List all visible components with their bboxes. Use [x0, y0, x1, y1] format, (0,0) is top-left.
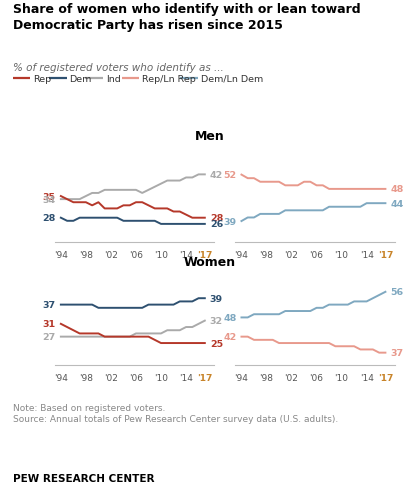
Text: % of registered voters who identify as ...: % of registered voters who identify as .…	[13, 63, 223, 73]
Text: 39: 39	[223, 217, 236, 226]
Text: 37: 37	[391, 349, 404, 357]
Text: Women: Women	[184, 255, 236, 268]
Text: Ind: Ind	[106, 75, 121, 84]
Text: 35: 35	[43, 192, 56, 201]
Text: 48: 48	[223, 313, 236, 322]
Text: PEW RESEARCH CENTER: PEW RESEARCH CENTER	[13, 473, 154, 483]
Text: 39: 39	[210, 294, 223, 303]
Text: 56: 56	[391, 288, 404, 297]
Text: 42: 42	[223, 333, 236, 342]
Text: Note: Based on registered voters.: Note: Based on registered voters.	[13, 403, 165, 412]
Text: Share of women who identify with or lean toward
Democratic Party has risen since: Share of women who identify with or lean…	[13, 3, 360, 32]
Text: 26: 26	[210, 220, 223, 229]
Text: Source: Annual totals of Pew Research Center survey data (U.S. adults).: Source: Annual totals of Pew Research Ce…	[13, 414, 338, 423]
Text: 28: 28	[42, 214, 56, 223]
Text: Dem: Dem	[69, 75, 92, 84]
Text: 27: 27	[42, 333, 56, 342]
Text: Men: Men	[195, 130, 225, 143]
Text: Rep: Rep	[33, 75, 51, 84]
Text: 34: 34	[43, 195, 56, 204]
Text: 31: 31	[43, 320, 56, 329]
Text: 44: 44	[391, 199, 404, 208]
Text: 52: 52	[223, 171, 236, 180]
Text: Dem/Ln Dem: Dem/Ln Dem	[201, 75, 263, 84]
Text: 42: 42	[210, 170, 223, 179]
Text: 48: 48	[391, 185, 404, 194]
Text: 25: 25	[210, 339, 223, 348]
Text: 37: 37	[43, 301, 56, 310]
Text: 32: 32	[210, 317, 223, 326]
Text: Rep/Ln Rep: Rep/Ln Rep	[142, 75, 196, 84]
Text: 28: 28	[210, 214, 223, 223]
